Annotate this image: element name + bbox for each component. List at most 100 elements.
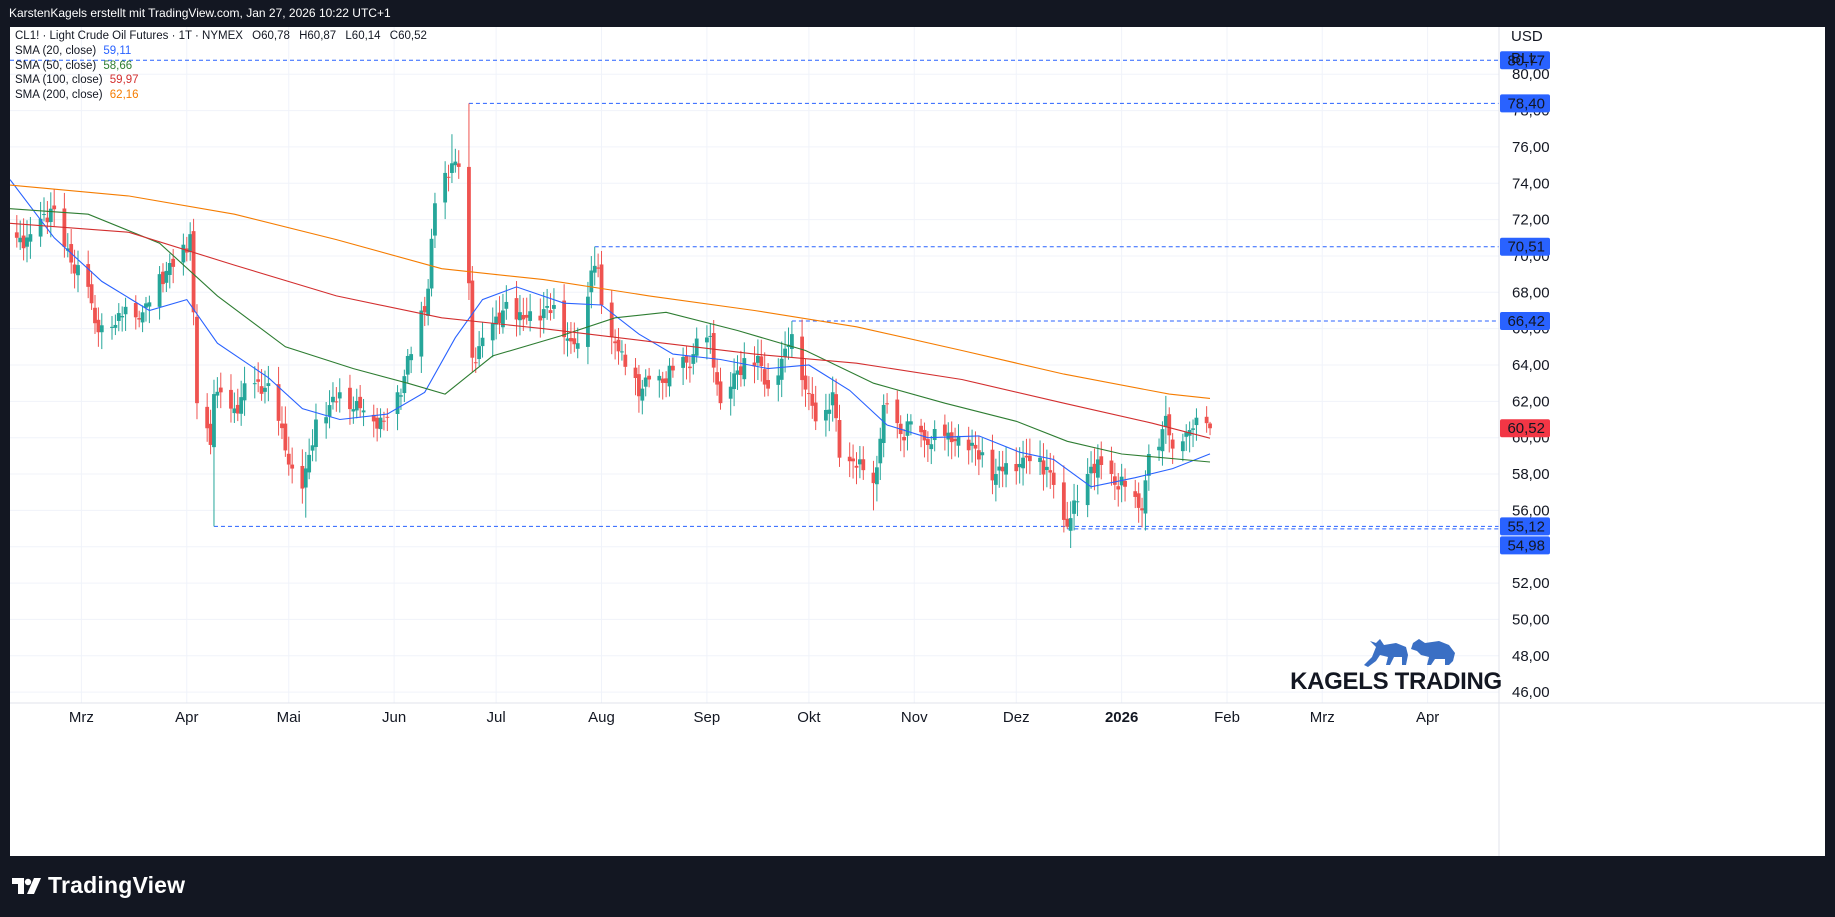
candle-body xyxy=(664,378,669,384)
candle-body xyxy=(280,423,284,429)
candle-body xyxy=(1136,493,1141,508)
candle-body xyxy=(776,375,781,385)
candle-body xyxy=(640,388,645,401)
candle-body xyxy=(450,163,454,173)
candle-body xyxy=(300,465,305,489)
candle-body xyxy=(1095,459,1100,478)
candle-body xyxy=(966,439,971,451)
candle-body xyxy=(759,356,764,367)
price-tick-label: 68,00 xyxy=(1512,284,1550,301)
legend-close-key: C xyxy=(390,30,398,42)
legend-symbol-line: CL1! · Light Crude Oil Futures · 1T · NY… xyxy=(15,30,427,42)
candle-body xyxy=(1014,464,1019,472)
candle-body xyxy=(123,306,128,315)
candle-series xyxy=(14,103,1212,548)
chart-panel[interactable]: Mrz Apr Mai Jun Jul Aug Sep Okt Nov Dez 2026 Feb Mrz… xyxy=(10,27,1825,856)
candle-body xyxy=(1140,508,1144,511)
candle-body xyxy=(837,420,842,458)
candle-body xyxy=(310,445,315,451)
candle-body xyxy=(235,404,240,414)
candle-body xyxy=(144,303,148,308)
candle-body xyxy=(395,392,400,414)
candle-body xyxy=(976,450,981,460)
candle-body xyxy=(613,341,618,344)
candle-body xyxy=(259,386,264,394)
legend-symbol: CL1! · Light Crude Oil Futures · 1T · NY… xyxy=(15,30,243,42)
candle-body xyxy=(48,208,53,223)
legend-sma20[interactable]: SMA (20, close) 59,11 xyxy=(15,45,131,57)
tradingview-logo[interactable]: TradingView xyxy=(12,872,185,899)
price-chart[interactable]: Mrz Apr Mai Jun Jul Aug Sep Okt Nov Dez 2026 Feb Mrz… xyxy=(10,27,1825,856)
candle-body xyxy=(409,354,414,361)
candle-body xyxy=(1109,460,1114,475)
candle-body xyxy=(922,429,927,441)
candle-body xyxy=(878,438,883,464)
candle-body xyxy=(1038,457,1042,463)
candle-body xyxy=(303,468,308,488)
candle-body xyxy=(575,343,580,349)
candle-body xyxy=(847,456,852,462)
candle-body xyxy=(116,313,121,321)
candle-body xyxy=(562,300,567,338)
candle-body xyxy=(1041,460,1046,475)
candle-body xyxy=(52,205,57,210)
price-level-tag xyxy=(1500,237,1550,256)
candle-body xyxy=(919,425,923,433)
candle-body xyxy=(501,310,505,328)
candle-body xyxy=(263,387,267,392)
candle-body xyxy=(609,302,614,337)
candle-body xyxy=(133,303,138,318)
time-tick-label: Apr xyxy=(175,709,198,726)
candle-body xyxy=(1191,428,1195,430)
candle-body xyxy=(1112,476,1117,485)
kagels-trading-logo: KAGELS TRADING xyxy=(1290,639,1502,695)
chart-credit-bar: KarstenKagels erstellt mit TradingView.c… xyxy=(0,0,1835,27)
price-level-tag-label: 80,77 xyxy=(1507,52,1545,69)
candle-body xyxy=(93,307,97,324)
candle-body xyxy=(779,358,784,380)
candle-body xyxy=(684,355,689,363)
time-tick-label: Mai xyxy=(277,709,301,726)
price-level-tag xyxy=(1500,536,1550,555)
kagels-logo-text: KAGELS TRADING xyxy=(1290,668,1502,695)
candle-body xyxy=(545,306,550,308)
candle-body xyxy=(399,395,403,397)
price-level-tag-label: 54,98 xyxy=(1507,537,1545,554)
candle-body xyxy=(691,354,696,364)
candle-body xyxy=(89,284,94,304)
candle-body xyxy=(620,351,624,353)
candle-body xyxy=(276,384,281,421)
candle-body xyxy=(742,358,747,380)
candle-body xyxy=(908,421,913,425)
legend-high-value: 60,87 xyxy=(307,30,336,42)
candle-body xyxy=(110,326,114,328)
legend-sma50[interactable]: SMA (50, close) 58,66 xyxy=(15,60,132,72)
candle-body xyxy=(830,392,835,406)
price-tick-label: 56,00 xyxy=(1512,502,1550,519)
legend-sma200[interactable]: SMA (200, close) 62,16 xyxy=(15,89,139,101)
candle-body xyxy=(1157,446,1161,451)
candle-body xyxy=(806,393,811,395)
candle-body xyxy=(667,365,672,387)
candle-body xyxy=(1000,466,1005,472)
candle-body xyxy=(1065,518,1070,527)
candle-body xyxy=(514,298,519,320)
time-tick-label: 2026 xyxy=(1105,709,1138,726)
candle-body xyxy=(1123,480,1127,487)
time-tick-label: Apr xyxy=(1416,709,1439,726)
candle-body xyxy=(728,386,733,399)
candle-body xyxy=(1075,501,1080,503)
price-level-tag-label: 78,40 xyxy=(1507,95,1545,112)
candle-body xyxy=(1160,429,1165,452)
candle-body xyxy=(1194,417,1199,426)
candle-body xyxy=(147,302,152,307)
candle-body xyxy=(283,423,288,451)
price-tick-label: 58,00 xyxy=(1512,466,1550,483)
price-level-tag-label: 66,42 xyxy=(1507,313,1545,330)
legend-sma100[interactable]: SMA (100, close) 59,97 xyxy=(15,74,139,86)
candle-body xyxy=(718,381,723,404)
candle-body xyxy=(997,466,1002,471)
candle-body xyxy=(290,464,295,469)
candle-body xyxy=(443,172,448,203)
candle-body xyxy=(494,316,499,325)
